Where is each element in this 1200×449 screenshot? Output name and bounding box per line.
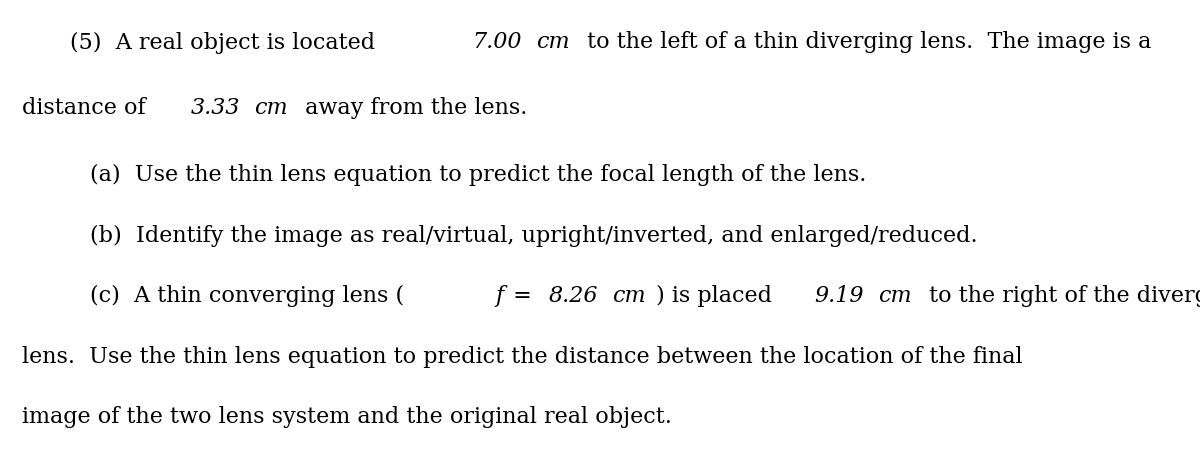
Text: to the left of a thin diverging lens.  The image is a: to the left of a thin diverging lens. Th… [580, 31, 1151, 53]
Text: cm: cm [536, 31, 570, 53]
Text: ) is placed: ) is placed [655, 285, 779, 307]
Text: (c)  A thin converging lens (: (c) A thin converging lens ( [90, 285, 404, 307]
Text: away from the lens.: away from the lens. [298, 97, 527, 119]
Text: 7.00: 7.00 [473, 31, 522, 53]
Text: lens.  Use the thin lens equation to predict the distance between the location o: lens. Use the thin lens equation to pred… [22, 346, 1022, 368]
Text: cm: cm [878, 285, 912, 307]
Text: to the right of the diverging: to the right of the diverging [922, 285, 1200, 307]
Text: cm: cm [612, 285, 646, 307]
Text: cm: cm [254, 97, 288, 119]
Text: 3.33: 3.33 [191, 97, 240, 119]
Text: (5)  A real object is located: (5) A real object is located [70, 31, 382, 53]
Text: (b)  Identify the image as real/virtual, upright/inverted, and enlarged/reduced.: (b) Identify the image as real/virtual, … [90, 224, 978, 247]
Text: distance of: distance of [22, 97, 152, 119]
Text: 9.19: 9.19 [815, 285, 864, 307]
Text: =: = [506, 285, 539, 307]
Text: 8.26: 8.26 [548, 285, 598, 307]
Text: f: f [496, 285, 504, 307]
Text: image of the two lens system and the original real object.: image of the two lens system and the ori… [22, 406, 672, 428]
Text: (a)  Use the thin lens equation to predict the focal length of the lens.: (a) Use the thin lens equation to predic… [90, 164, 866, 186]
